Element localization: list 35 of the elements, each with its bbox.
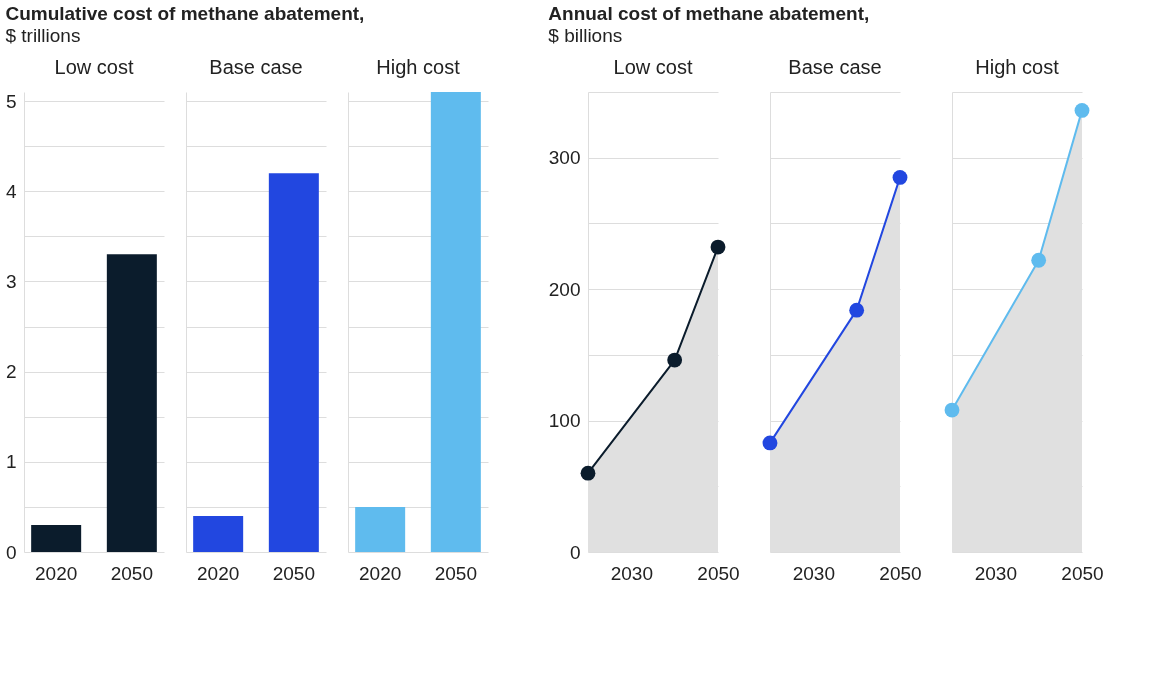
y-tick-label: 2 [5,361,17,383]
y-tick-label: 0 [5,541,17,563]
y-tick-label: 4 [5,180,17,202]
x-tick-label: 2020 [359,562,402,584]
chart-subtitle: Low cost [613,56,693,78]
x-tick-label: 2030 [792,562,835,584]
y-tick-label: 1 [5,451,17,473]
point [580,465,596,481]
chart-subtitle: High cost [975,56,1060,78]
chart-subtitle: Base case [788,56,882,78]
y-tick-label: 100 [548,410,581,432]
y-tick-label: 200 [548,278,581,300]
x-tick-label: 2030 [610,562,653,584]
chart-subtitle: Base case [209,56,303,78]
y-tick-label: 5 [5,90,17,112]
y-tick-label: 3 [5,270,17,292]
y-tick-label: 300 [548,147,581,169]
y-axis-title: $ trillions [5,25,81,46]
x-tick-label: 2050 [272,562,315,584]
chart-subtitle: High cost [376,56,461,78]
chart-title: Annual cost of methane abatement, [548,3,870,24]
x-tick-label: 2020 [35,562,78,584]
chart-subtitle: Low cost [54,56,134,78]
x-tick-label: 2050 [110,562,153,584]
y-tick-label: 0 [569,541,581,563]
x-tick-label: 2050 [879,562,922,584]
x-tick-label: 2050 [1061,562,1104,584]
x-tick-label: 2020 [197,562,240,584]
x-tick-label: 2030 [974,562,1017,584]
point [667,352,683,368]
chart-title: Cumulative cost of methane abatement, [5,3,365,24]
x-tick-label: 2050 [697,562,740,584]
x-tick-label: 2050 [434,562,477,584]
point [710,239,726,255]
y-axis-title: $ billions [548,25,623,46]
